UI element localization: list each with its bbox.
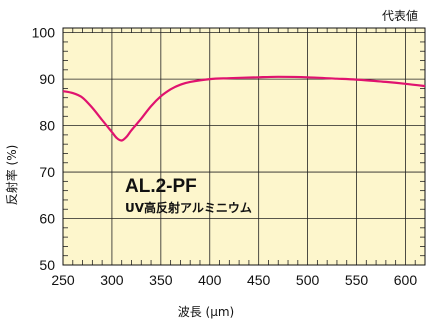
grid-lines [63, 28, 425, 265]
x-tick-label: 250 [51, 272, 75, 288]
x-tick-label: 300 [100, 272, 124, 288]
series-line [62, 75, 426, 142]
y-tick-label: 90 [39, 71, 55, 87]
x-tick-label: 500 [296, 272, 320, 288]
y-tick-label: 50 [39, 257, 55, 273]
axis-ticks [63, 28, 425, 265]
plot-frame [62, 27, 426, 266]
y-axis-title: 反射率 (%) [4, 145, 19, 206]
y-tick-labels: 50 60 70 80 90 100 [32, 25, 56, 273]
x-tick-label: 550 [345, 272, 369, 288]
y-tick-label: 100 [32, 25, 56, 41]
y-tick-label: 80 [39, 118, 55, 134]
y-tick-label: 70 [39, 164, 55, 180]
x-tick-label: 400 [198, 272, 222, 288]
x-tick-label: 600 [394, 272, 418, 288]
x-axis-title: 波長 (μm) [178, 305, 235, 319]
x-tick-label: 450 [247, 272, 271, 288]
x-tick-label: 350 [149, 272, 173, 288]
corner-label: 代表値 [382, 8, 418, 23]
y-tick-label: 60 [39, 211, 55, 227]
series-layer [62, 75, 426, 142]
x-tick-labels: 250 300 350 400 450 500 550 600 [51, 272, 417, 288]
annotation-subtitle: UV高反射アルミニウム [125, 200, 252, 215]
plot-area [63, 28, 425, 265]
annotation-title: AL.2-PF [125, 176, 197, 197]
